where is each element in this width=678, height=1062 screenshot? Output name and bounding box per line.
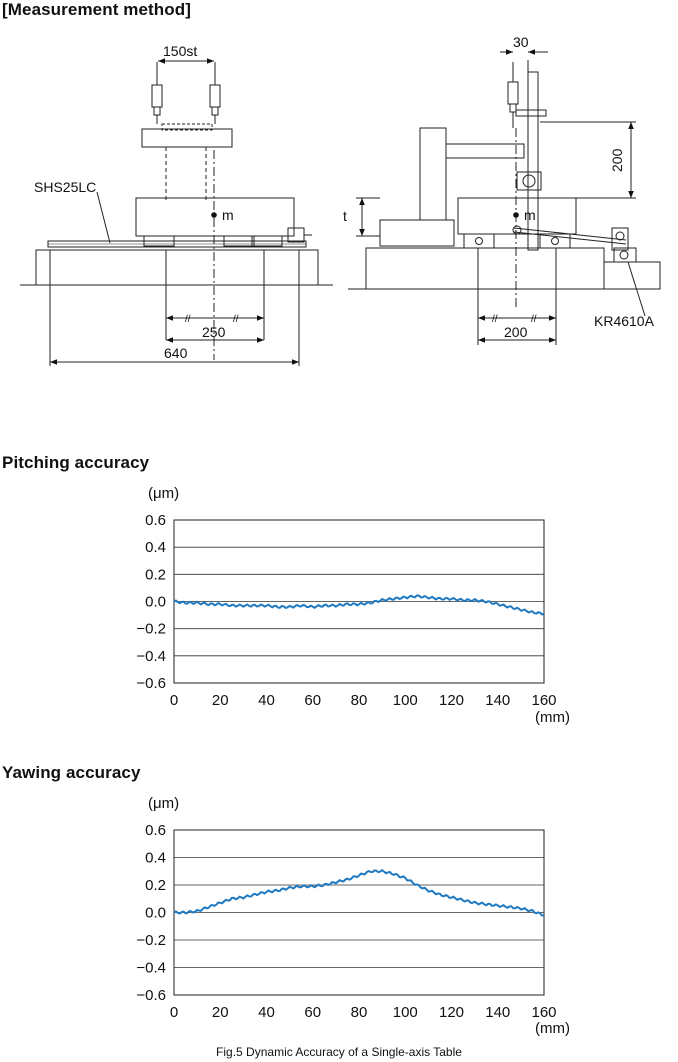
pitching-x-unit: (mm) bbox=[535, 709, 570, 726]
pitching-y-tick-label: 0.4 bbox=[145, 539, 166, 556]
equal-mark-b: // bbox=[233, 314, 239, 325]
yawing-x-tick-label: 100 bbox=[393, 1004, 418, 1021]
equal-mark-c: // bbox=[492, 314, 498, 325]
figure-caption: Fig.5 Dynamic Accuracy of a Single-axis … bbox=[216, 1045, 462, 1059]
yawing-y-tick-label: 0.0 bbox=[145, 905, 166, 922]
pitching-x-tick-label: 80 bbox=[351, 692, 368, 709]
pitching-series-line bbox=[173, 594, 545, 616]
bearing-label: KR4610A bbox=[594, 313, 655, 329]
pitching-y-tick-label: −0.4 bbox=[136, 648, 166, 665]
pitching-accuracy-heading: Pitching accuracy bbox=[2, 453, 150, 472]
pitching-x-tick-label: 60 bbox=[304, 692, 321, 709]
pitching-x-tick-label: 120 bbox=[439, 692, 464, 709]
equal-mark-d: // bbox=[531, 314, 537, 325]
pitching-x-tick-label: 20 bbox=[212, 692, 229, 709]
equal-mark-a: // bbox=[185, 314, 191, 325]
dim-250-label: 250 bbox=[202, 324, 226, 340]
yawing-x-unit: (mm) bbox=[535, 1020, 570, 1037]
yawing-x-tick-label: 80 bbox=[351, 1004, 368, 1021]
pitching-x-tick-label: 40 bbox=[258, 692, 275, 709]
height-label: 200 bbox=[609, 148, 625, 172]
pitching-x-tick-label: 100 bbox=[393, 692, 418, 709]
model-label: SHS25LC bbox=[34, 179, 96, 195]
yawing-x-tick-label: 140 bbox=[485, 1004, 510, 1021]
yawing-x-tick-label: 160 bbox=[531, 1004, 556, 1021]
stroke-label: 150st bbox=[163, 43, 197, 59]
pitching-x-tick-label: 140 bbox=[485, 692, 510, 709]
pitching-x-tick-label: 0 bbox=[170, 692, 178, 709]
yawing-x-tick-label: 60 bbox=[304, 1004, 321, 1021]
mass-right-label: m bbox=[524, 207, 536, 223]
yawing-y-tick-label: −0.6 bbox=[136, 987, 166, 1004]
yawing-accuracy-heading: Yawing accuracy bbox=[2, 763, 141, 782]
mass-label: m bbox=[222, 207, 234, 223]
offset-label: 30 bbox=[513, 34, 529, 50]
pitching-y-tick-label: −0.6 bbox=[136, 675, 166, 692]
yawing-y-tick-label: 0.4 bbox=[145, 850, 166, 867]
measurement-method-heading: [Measurement method] bbox=[2, 0, 192, 19]
yawing-y-tick-label: 0.6 bbox=[145, 822, 166, 839]
yawing-y-tick-label: −0.4 bbox=[136, 960, 166, 977]
yawing-x-tick-label: 20 bbox=[212, 1004, 229, 1021]
yawing-x-tick-label: 120 bbox=[439, 1004, 464, 1021]
yawing-x-tick-label: 40 bbox=[258, 1004, 275, 1021]
pitching-y-tick-label: 0.0 bbox=[145, 594, 166, 611]
yawing-y-tick-label: −0.2 bbox=[136, 932, 166, 949]
yawing-y-tick-label: 0.2 bbox=[145, 877, 166, 894]
dim-640-label: 640 bbox=[164, 345, 188, 361]
pitching-y-tick-label: −0.2 bbox=[136, 621, 166, 638]
pitching-y-tick-label: 0.6 bbox=[145, 512, 166, 529]
measurement-diagram: 150st SHS25LC m // // 250 640 30 200 t m… bbox=[20, 34, 661, 366]
pitching-y-unit: (μm) bbox=[148, 485, 179, 502]
pitching-y-tick-label: 0.2 bbox=[145, 566, 166, 583]
yawing-y-unit: (μm) bbox=[148, 795, 179, 812]
pitching-x-tick-label: 160 bbox=[531, 692, 556, 709]
yawing-x-tick-label: 0 bbox=[170, 1004, 178, 1021]
yawing-series-line bbox=[173, 868, 545, 917]
thickness-label: t bbox=[343, 208, 347, 224]
dim-200-label: 200 bbox=[504, 324, 528, 340]
